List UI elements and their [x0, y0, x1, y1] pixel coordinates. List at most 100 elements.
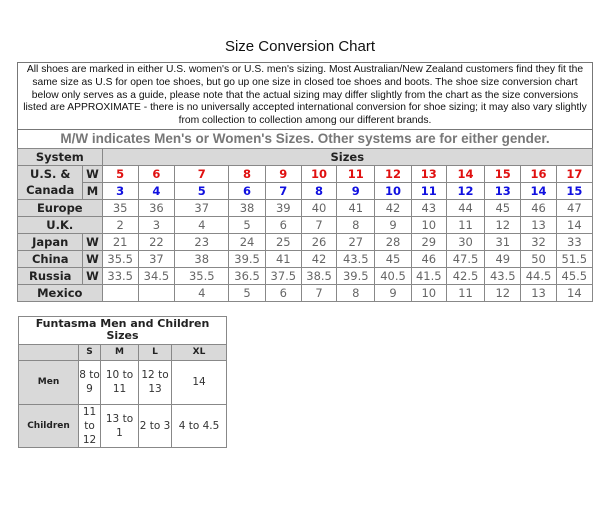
size-cell: 9 — [374, 215, 412, 234]
size-cell — [137, 283, 176, 302]
size-cell: 12 — [484, 215, 522, 234]
size-cell: 24 — [228, 232, 266, 251]
size-cell: 22 — [137, 232, 176, 251]
size-cell: 41 — [264, 249, 302, 268]
row-label: Men — [18, 359, 79, 405]
size-cell: 9 — [374, 283, 412, 302]
size-cell: 38 — [228, 198, 266, 217]
size-cell: 6 — [264, 215, 302, 234]
size-cell: 12 — [484, 283, 522, 302]
us-canada-label: U.S. & Canada — [16, 164, 84, 200]
size-cell: 5 — [101, 164, 139, 183]
size-cell: 3 — [101, 181, 139, 200]
size-cell: 12 — [374, 164, 412, 183]
size-cell: 45 — [374, 249, 412, 268]
size-cell: 29 — [410, 232, 447, 251]
funtasma-title: Funtasma Men and Children Sizes — [17, 315, 228, 345]
size-cell: 26 — [300, 232, 338, 251]
size-header: S — [78, 343, 101, 361]
size-cell: 13 — [410, 164, 447, 183]
size-conversion-table: System Sizes U.S. & Canada W 5 6 7 8 9 10 11 12 13 14… — [16, 147, 594, 302]
size-cell: 23 — [174, 232, 230, 251]
size-cell: 33.5 — [101, 266, 139, 285]
size-cell: 6 — [228, 181, 266, 200]
size-cell: 13 — [484, 181, 522, 200]
gender-label: W — [82, 266, 103, 285]
size-cell: 10 — [410, 215, 447, 234]
size-cell: 49 — [484, 249, 522, 268]
gender-label: W — [82, 249, 103, 268]
chart-title: Size Conversion Chart — [224, 38, 376, 55]
size-cell: 14 — [170, 359, 228, 405]
size-header: XL — [170, 343, 228, 361]
size-cell: 5 — [228, 215, 266, 234]
size-cell: 47 — [555, 198, 594, 217]
size-cell: 14 — [445, 164, 486, 183]
mw-note: M/W indicates Men's or Women's Sizes. Ot… — [17, 128, 593, 148]
size-cell: 43.5 — [336, 249, 376, 268]
size-cell: 7 — [174, 164, 230, 183]
size-cell: 11 — [445, 215, 486, 234]
size-cell: 45 — [484, 198, 522, 217]
size-cell: 12 — [445, 181, 486, 200]
size-cell: 40.5 — [374, 266, 412, 285]
gender-label: M — [82, 181, 103, 200]
size-cell: 6 — [264, 283, 302, 302]
size-cell: 8 — [336, 215, 376, 234]
gender-label: W — [82, 164, 103, 183]
system-label: Japan — [16, 232, 84, 251]
size-cell: 39 — [264, 198, 302, 217]
size-cell: 10 — [374, 181, 412, 200]
size-cell: 14 — [555, 215, 594, 234]
size-cell: 38.5 — [300, 266, 338, 285]
sizes-header: Sizes — [101, 147, 594, 166]
size-cell: 5 — [228, 283, 266, 302]
size-cell: 25 — [264, 232, 302, 251]
size-header: M — [100, 343, 139, 361]
size-cell: 47.5 — [445, 249, 486, 268]
size-cell: 35 — [101, 198, 139, 217]
size-cell: 21 — [101, 232, 139, 251]
size-cell: 8 — [336, 283, 376, 302]
size-cell: 44 — [445, 198, 486, 217]
size-cell: 41.5 — [410, 266, 447, 285]
table-row: Men 8 to 9 10 to 11 12 to 13 14 — [18, 359, 228, 405]
size-cell: 27 — [336, 232, 376, 251]
size-cell: 8 to 9 — [78, 359, 101, 405]
size-cell: 42.5 — [445, 266, 486, 285]
size-cell: 42 — [300, 249, 338, 268]
size-cell: 4 to 4.5 — [170, 403, 228, 448]
size-cell: 13 — [520, 283, 557, 302]
size-cell: 39.5 — [228, 249, 266, 268]
sizing-note: All shoes are marked in either U.S. wome… — [17, 62, 593, 129]
size-cell: 14 — [555, 283, 594, 302]
gender-label: W — [82, 232, 103, 251]
size-cell: 34.5 — [137, 266, 176, 285]
size-cell: 39.5 — [336, 266, 376, 285]
size-cell: 3 — [137, 215, 176, 234]
size-cell: 9 — [336, 181, 376, 200]
size-cell: 51.5 — [555, 249, 594, 268]
table-row: M 3 4 5 6 7 8 9 10 11 12 13 14 15 — [18, 181, 594, 200]
size-cell: 13 — [520, 215, 557, 234]
size-cell: 45.5 — [555, 266, 594, 285]
size-cell: 11 — [445, 283, 486, 302]
size-cell: 41 — [336, 198, 376, 217]
size-cell: 44.5 — [520, 266, 557, 285]
size-cell — [101, 283, 139, 302]
size-cell: 37 — [174, 198, 230, 217]
size-cell: 38 — [174, 249, 230, 268]
system-header: System — [17, 147, 103, 166]
size-cell: 7 — [300, 283, 338, 302]
table-row: U.K. 2 3 4 5 6 7 8 9 10 11 12 13 14 — [17, 215, 594, 234]
header-row: System Sizes — [17, 147, 594, 166]
size-cell: 46 — [520, 198, 557, 217]
size-cell: 31 — [484, 232, 522, 251]
size-header: L — [138, 343, 172, 361]
table-row: Japan W 21 22 23 24 25 26 27 28 29 30 31 32 33 — [16, 232, 594, 251]
size-cell: 40 — [300, 198, 338, 217]
size-cell: 2 to 3 — [138, 403, 172, 448]
size-cell: 32 — [520, 232, 557, 251]
size-cell: 35.5 — [174, 266, 230, 285]
